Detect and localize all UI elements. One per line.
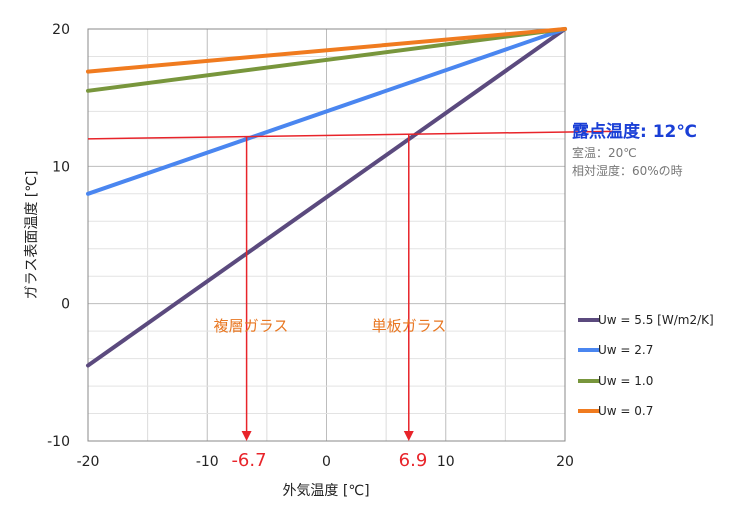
y-tick-label: 0	[61, 297, 70, 313]
y-axis-title: ガラス表面温度 [℃]	[24, 171, 40, 300]
crossing-arrow-head-0	[241, 431, 252, 441]
humidity-note: 相対湿度：60%の時	[572, 163, 683, 178]
series-line-3	[86, 27, 567, 74]
series-line-0	[86, 27, 567, 368]
x-axis-ticks: -20 -10 0 10 20	[77, 454, 574, 470]
x-tick-label: -10	[196, 454, 219, 470]
dew-point-line	[87, 130, 613, 140]
dew-point-line-group	[87, 130, 613, 140]
series-line-1	[86, 27, 567, 196]
crossing-arrow-head-1	[403, 431, 414, 441]
x-tick-label: 0	[322, 454, 331, 470]
y-tick-label: 20	[52, 22, 70, 38]
y-axis-ticks: -10 0 10 20	[47, 22, 70, 450]
legend-label-3: Uw = 0.7	[598, 404, 653, 418]
series-line-2	[86, 27, 567, 93]
x-tick-label: -20	[77, 454, 100, 470]
series-lines	[86, 27, 567, 368]
legend: Uw = 5.5 [W/m2/K] Uw = 2.7 Uw = 1.0 Uw = 0.…	[578, 313, 714, 418]
legend-label-2: Uw = 1.0	[598, 374, 653, 388]
x-tick-label: 10	[437, 454, 455, 470]
double-glass-x-value: -6.7	[231, 450, 266, 471]
x-tick-label: 20	[556, 454, 574, 470]
legend-label-0: Uw = 5.5 [W/m2/K]	[598, 313, 714, 327]
plot-frame	[87, 28, 566, 442]
y-tick-label: -10	[47, 434, 70, 450]
grid	[87, 28, 566, 442]
crossing-arrows	[241, 134, 414, 441]
single-glass-label: 単板ガラス	[372, 317, 447, 335]
x-axis-title: 外気温度 [℃]	[282, 483, 369, 499]
y-tick-label: 10	[52, 159, 70, 175]
legend-label-1: Uw = 2.7	[598, 343, 653, 357]
room-temp-note: 室温：20℃	[572, 145, 637, 160]
plot-border	[87, 28, 566, 442]
dew-point-title: 露点温度: 12℃	[572, 121, 697, 142]
single-glass-x-value: 6.9	[399, 450, 428, 471]
double-glass-label: 複層ガラス	[214, 317, 289, 335]
